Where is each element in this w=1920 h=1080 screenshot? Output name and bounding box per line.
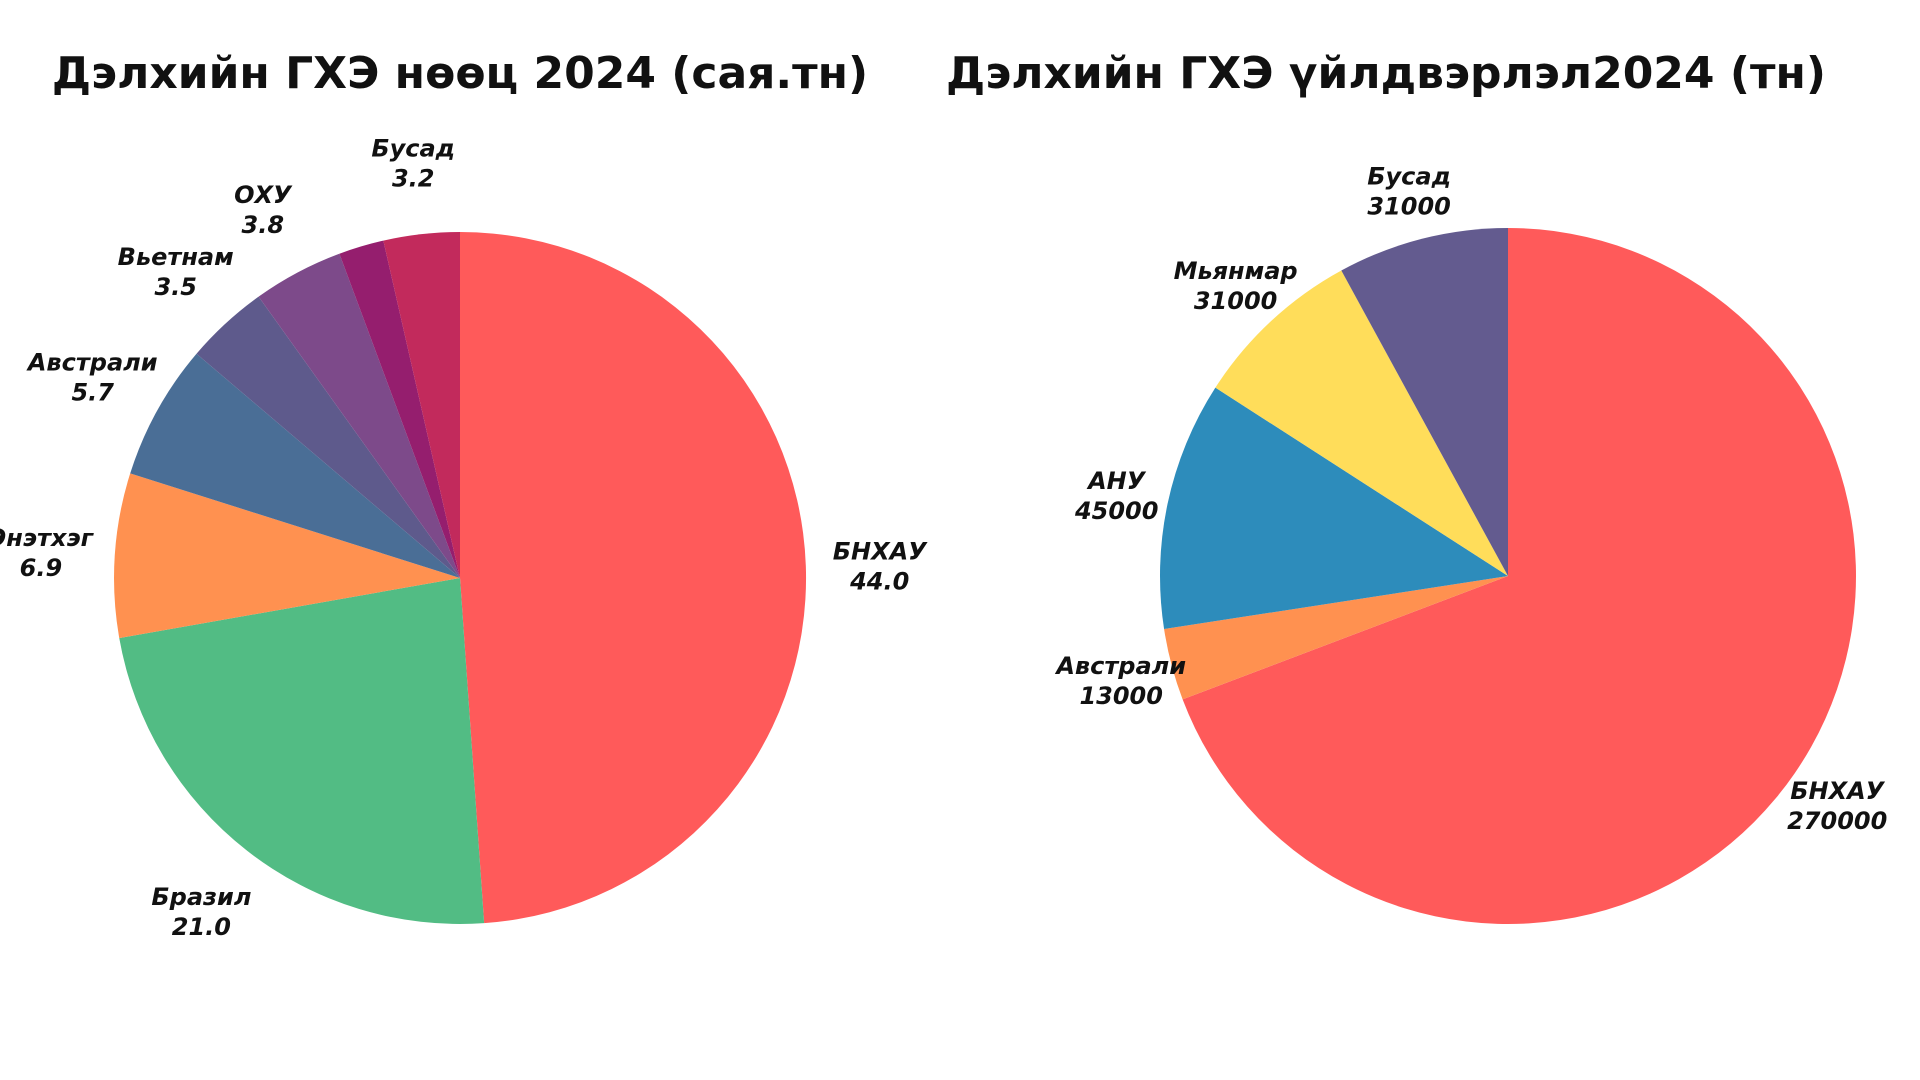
slice-value-label: 31000 xyxy=(1367,192,1451,220)
slice-value-label: 21.0 xyxy=(172,913,231,941)
slice-label: Бусад xyxy=(1367,162,1451,190)
pie-slice-бразил xyxy=(119,578,485,925)
slice-label: Австрали xyxy=(1054,652,1186,680)
slice-label: Мьянмар xyxy=(1174,257,1298,285)
slice-value-label: 31000 xyxy=(1194,287,1278,315)
pie-slice-ану xyxy=(1160,387,1508,630)
pie-slice-оху xyxy=(258,253,460,578)
slice-label: БНХАУ xyxy=(833,537,928,565)
slice-value-label: 3.5 xyxy=(154,273,197,301)
reserves-pie-chart: Дэлхийн ГХЭ нөөц 2024 (сая.тн) БНХАУ 44.0… xyxy=(0,48,928,941)
pie-slice-мьянмар xyxy=(1215,270,1508,576)
pie-slice-бусад xyxy=(1341,228,1508,576)
slice-label: БНХАУ xyxy=(1790,777,1885,805)
pie-slice-бнхау xyxy=(460,232,807,924)
production-pie-chart: Дэлхийн ГХЭ үйлдвэрлэл2024 (тн) БНХАУ 270… xyxy=(946,0,1920,1080)
pie-slice-энэтхэг xyxy=(114,473,460,639)
slice-value-label: 270000 xyxy=(1787,807,1887,835)
pie-slice-австрали xyxy=(1164,576,1508,700)
slice-value-label: 3.8 xyxy=(242,211,285,239)
pie-slice-вьетнам xyxy=(196,296,460,578)
chart-title: Дэлхийн ГХЭ үйлдвэрлэл2024 (тн) xyxy=(946,48,1826,99)
slice-value-label: 44.0 xyxy=(849,567,909,595)
pie-slice-unlabeled-6 xyxy=(339,240,460,578)
slice-value-label: 13000 xyxy=(1079,682,1163,710)
slice-label: Бусад xyxy=(371,135,455,163)
slice-value-label: 45000 xyxy=(1074,497,1159,525)
slice-value-label: 6.9 xyxy=(20,554,63,582)
slice-label: АНУ xyxy=(1086,467,1147,495)
slice-label: Бразил xyxy=(151,883,251,911)
pie-slice-австрали xyxy=(130,353,460,578)
slice-label: Вьетнам xyxy=(118,243,234,271)
slice-label: Австрали xyxy=(26,348,158,376)
chart-title: Дэлхийн ГХЭ нөөц 2024 (сая.тн) xyxy=(51,48,869,99)
slice-label: Энэтхэг xyxy=(0,524,95,552)
slice-label: ОХУ xyxy=(234,181,293,209)
pie-slice-бнхау xyxy=(1182,228,1856,924)
slice-value-label: 5.7 xyxy=(71,378,114,406)
pie-slice-бусад xyxy=(383,232,460,578)
production-pie: БНХАУ270000Австрали13000АНУ45000Мьянмар3… xyxy=(1054,162,1887,924)
slice-value-label: 3.2 xyxy=(392,165,435,193)
